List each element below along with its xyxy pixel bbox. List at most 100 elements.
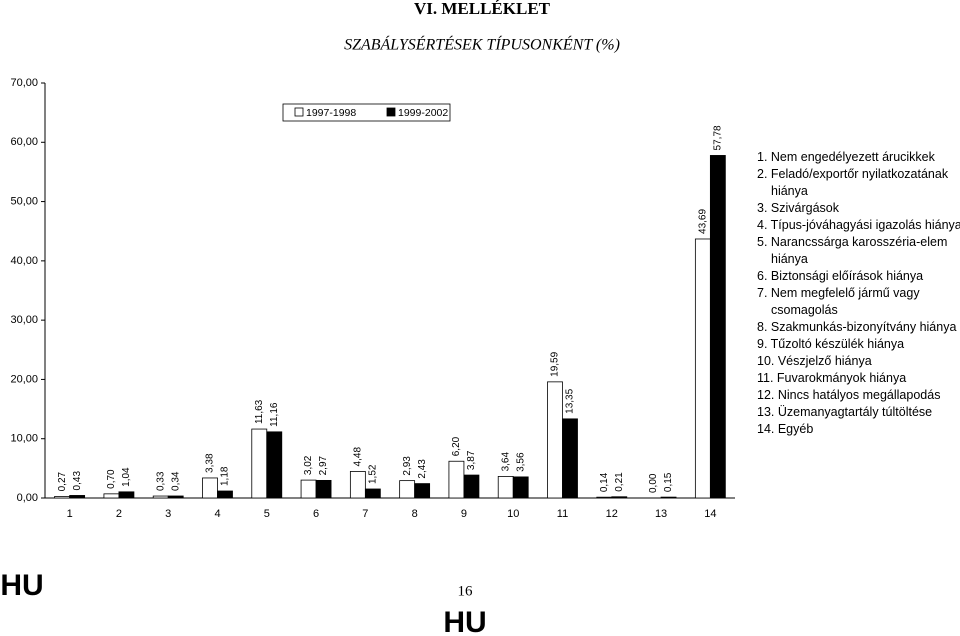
- value-label: 13,35: [565, 388, 576, 413]
- legend-label: 1997-1998: [306, 107, 356, 119]
- legend-swatch: [294, 107, 304, 117]
- bar: [349, 471, 366, 499]
- note-item: 11. Fuvarokmányok hiánya: [757, 371, 907, 385]
- note-item: 6. Biztonsági előírások hiánya: [757, 269, 924, 283]
- value-label: 0,34: [170, 471, 181, 491]
- value-label: 3,56: [515, 452, 526, 472]
- value-label: 43,69: [697, 209, 708, 234]
- bar: [202, 477, 218, 499]
- y-tick-label: 10,00: [10, 433, 38, 445]
- bar: [167, 495, 184, 499]
- y-tick-label: 50,00: [10, 195, 38, 207]
- x-tick-label: 1: [67, 508, 73, 520]
- note-item: 14. Egyéb: [757, 422, 814, 436]
- value-label: 2,97: [318, 455, 329, 475]
- bar: [611, 496, 628, 499]
- bar: [152, 495, 169, 499]
- note-item: 3. Szivárgások: [757, 201, 839, 215]
- bar: [547, 381, 563, 499]
- note-item: 1. Nem engedélyezett árucikkek: [757, 150, 935, 164]
- value-label: 19,59: [550, 351, 561, 376]
- value-label: 0,14: [599, 472, 610, 492]
- note-item: 12. Nincs hatályos megállapodás: [757, 388, 941, 402]
- bar: [463, 474, 480, 499]
- value-label: 3,02: [303, 455, 314, 475]
- bar: [103, 493, 120, 499]
- x-tick-label: 3: [165, 508, 171, 520]
- bar: [364, 488, 381, 499]
- bar: [54, 495, 71, 499]
- bar: [448, 460, 465, 499]
- x-tick-label: 13: [655, 508, 667, 520]
- value-label: 3,38: [205, 453, 216, 473]
- page-title: VI. MELLÉKLET: [414, 0, 551, 18]
- value-label: 2,43: [417, 459, 428, 479]
- legend-swatch: [386, 107, 396, 117]
- note-item: 13. Üzemanyagtartály túltöltése: [757, 405, 933, 419]
- bar: [300, 479, 317, 499]
- note-item: 5. Narancssárga karosszéria-elem hiánya: [757, 235, 948, 266]
- bar: [660, 496, 677, 499]
- bar: [266, 431, 283, 499]
- value-label: 57,78: [712, 125, 723, 150]
- value-label: 11,16: [269, 402, 280, 427]
- value-label: 0,70: [106, 469, 117, 489]
- value-label: 2,93: [402, 456, 413, 476]
- value-label: 0,15: [663, 472, 674, 492]
- x-tick-label: 2: [116, 508, 122, 520]
- value-label: 0,33: [155, 471, 166, 491]
- note-item: 7. Nem megfelelő jármű vagy csomagolás: [757, 286, 920, 317]
- y-tick-label: 40,00: [10, 255, 38, 267]
- value-label: 0,00: [648, 473, 659, 493]
- value-label: 1,04: [121, 467, 132, 487]
- y-tick-label: 0,00: [17, 492, 38, 504]
- y-tick-label: 60,00: [10, 136, 38, 148]
- value-label: 0,21: [614, 472, 625, 492]
- bar: [709, 155, 726, 499]
- footer-left: HU: [0, 569, 43, 602]
- legend-box: [282, 103, 451, 122]
- bar: [69, 495, 86, 499]
- bar: [596, 496, 613, 499]
- value-label: 6,20: [451, 436, 462, 456]
- bar: [217, 490, 233, 499]
- x-tick-label: 4: [214, 508, 220, 520]
- value-label: 1,18: [220, 466, 231, 486]
- note-item: 10. Vészjelző hiánya: [757, 354, 872, 368]
- x-tick-label: 9: [461, 508, 467, 520]
- value-label: 4,48: [352, 447, 363, 467]
- y-tick-label: 30,00: [10, 314, 38, 326]
- x-tick-label: 12: [606, 508, 618, 520]
- bar: [562, 418, 578, 499]
- note-item: 8. Szakmunkás-bizonyítvány hiánya: [757, 320, 957, 334]
- bar: [399, 480, 416, 499]
- x-tick-label: 11: [557, 508, 568, 520]
- bar: [694, 238, 711, 499]
- x-tick-label: 10: [507, 508, 519, 520]
- value-label: 3,64: [500, 452, 511, 472]
- x-tick-label: 5: [264, 508, 270, 520]
- value-label: 0,27: [57, 471, 68, 491]
- x-tick-label: 7: [362, 508, 368, 520]
- bar: [251, 428, 268, 499]
- value-label: 0,43: [72, 471, 83, 491]
- notes-list: 1. Nem engedélyezett árucikkek 2. Feladó/…: [757, 149, 960, 438]
- note-item: 4. Típus-jóváhagyási igazolás hiánya: [757, 218, 960, 232]
- value-label: 11,63: [254, 399, 265, 424]
- bar: [414, 483, 431, 499]
- x-tick-label: 8: [412, 508, 418, 520]
- bar: [118, 491, 135, 499]
- value-label: 1,52: [367, 464, 378, 484]
- legend-label: 1999-2002: [398, 107, 448, 119]
- footer-center: HU: [443, 606, 486, 636]
- bar: [497, 476, 514, 499]
- note-item: 9. Tűzoltó készülék hiánya: [757, 337, 905, 351]
- value-label: 3,87: [466, 450, 477, 470]
- x-tick-label: 14: [704, 508, 716, 520]
- bar: [512, 476, 529, 499]
- y-tick-label: 20,00: [10, 373, 38, 385]
- page-number: 16: [458, 583, 474, 599]
- y-tick-label: 70,00: [10, 77, 38, 89]
